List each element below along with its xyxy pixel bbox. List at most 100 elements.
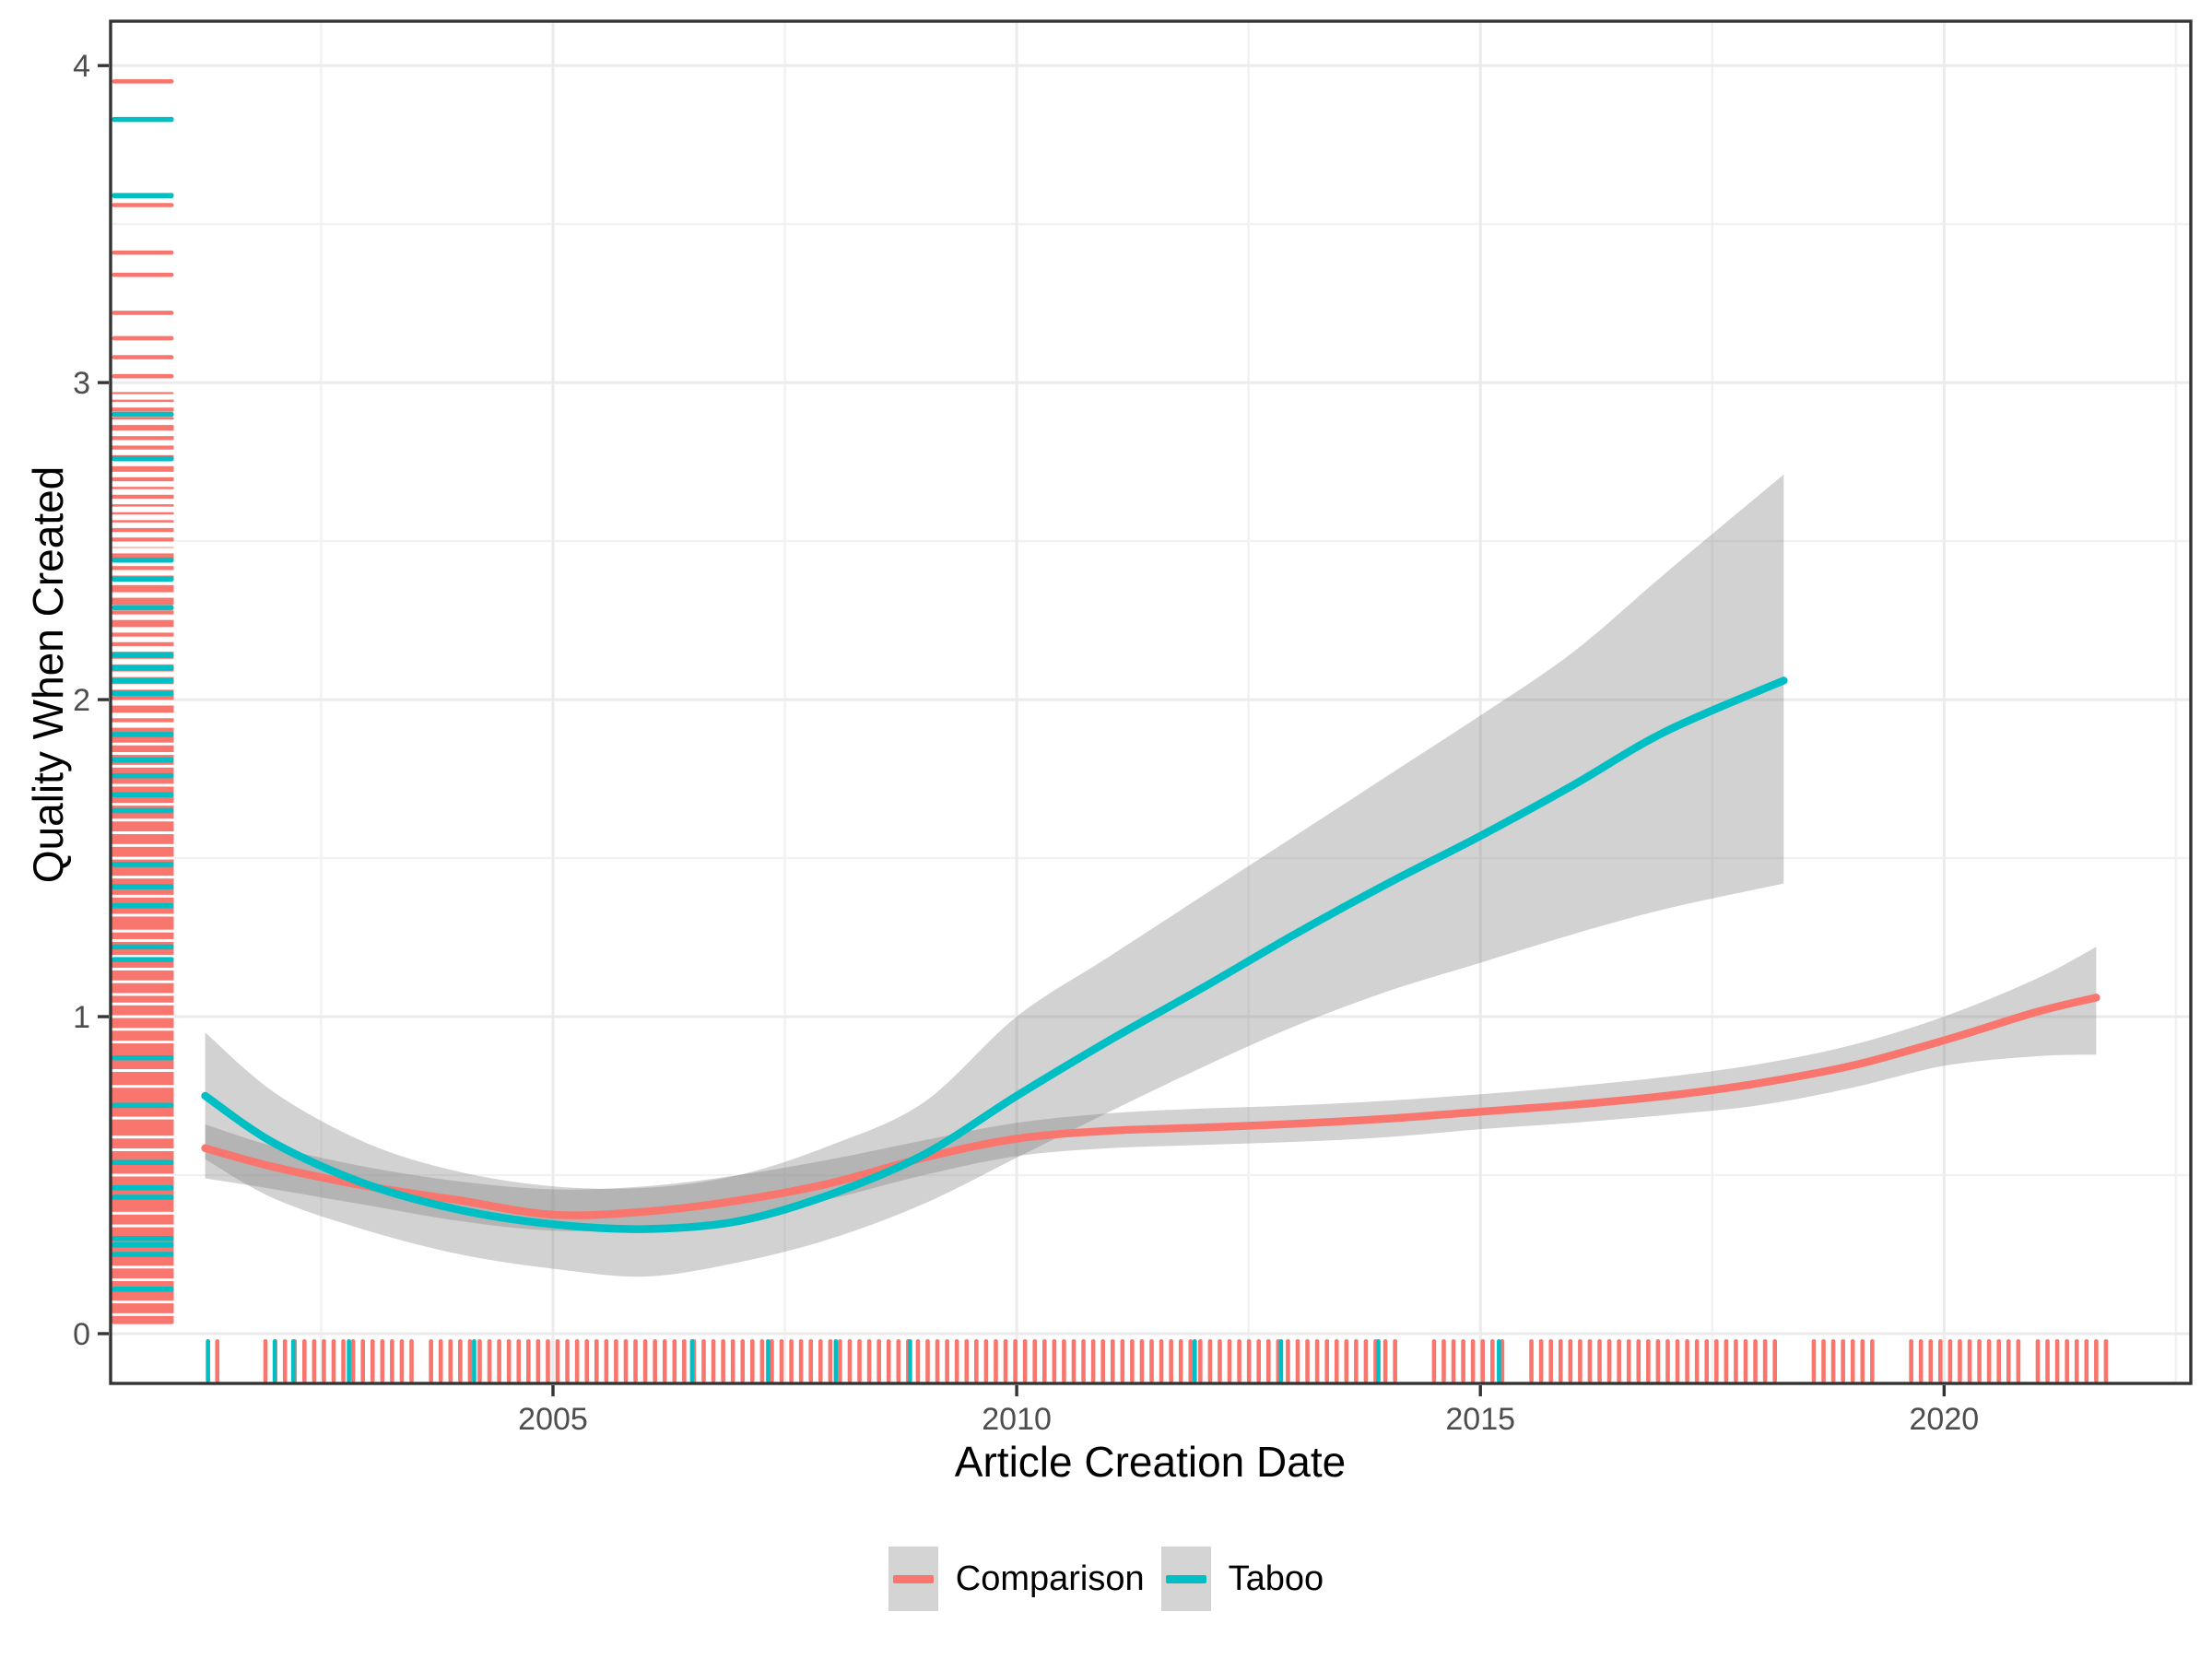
rug-bottom-comparison-tick	[574, 1339, 580, 1382]
rug-bottom-comparison-tick	[1850, 1339, 1855, 1382]
rug-bottom-comparison-tick	[1606, 1339, 1612, 1382]
rug-bottom-comparison-tick	[1675, 1339, 1680, 1382]
rug-bottom-taboo-tick	[908, 1339, 912, 1382]
comparison-line-swatch-icon	[892, 1574, 934, 1583]
rug-left-taboo-tick	[112, 1054, 174, 1061]
rug-bottom-comparison-tick	[1938, 1339, 1943, 1382]
rug-bottom-comparison-tick	[1324, 1339, 1329, 1382]
rug-bottom-comparison-tick	[1841, 1339, 1845, 1382]
rug-bottom-comparison-tick	[1762, 1339, 1768, 1382]
rug-left	[112, 79, 174, 1324]
rug-bottom-comparison-tick	[477, 1339, 482, 1382]
rug-bottom-comparison-tick	[535, 1339, 541, 1382]
rug-left-taboo-tick	[112, 193, 174, 198]
rug-bottom-comparison-tick	[1734, 1339, 1738, 1382]
rug-bottom-comparison-tick	[886, 1339, 891, 1382]
rug-bottom-comparison-tick	[409, 1339, 414, 1382]
rug-left-comparison-tick	[112, 335, 174, 341]
rug-bottom-comparison-tick	[1246, 1339, 1252, 1382]
rug-bottom-comparison-tick	[1928, 1339, 1934, 1382]
rug-bottom-comparison-tick	[711, 1339, 716, 1382]
rug-bottom-comparison-tick	[770, 1339, 774, 1382]
rug-bottom-comparison-tick	[1090, 1339, 1096, 1382]
rug-bottom-comparison-tick	[1382, 1339, 1388, 1382]
rug-bottom-comparison-tick	[263, 1339, 268, 1382]
rug-bottom-comparison-tick	[2084, 1339, 2089, 1382]
rug-left-taboo-tick	[112, 884, 174, 889]
rug-bottom-comparison-tick	[1237, 1339, 1241, 1382]
rug-left-taboo-tick	[112, 1184, 174, 1191]
rug-bottom-comparison-tick	[1578, 1339, 1583, 1382]
rug-left-taboo-tick	[112, 792, 174, 798]
rug-bottom-comparison-tick	[838, 1339, 842, 1382]
rug-bottom-comparison-tick	[2035, 1339, 2041, 1382]
rug-bottom-comparison-tick	[1130, 1339, 1135, 1382]
rug-bottom-comparison-tick	[399, 1339, 405, 1382]
rug-bottom-comparison-tick	[896, 1339, 901, 1382]
rug-bottom-comparison-tick	[1617, 1339, 1621, 1382]
axis-tick-labels: 2005 2010 2015 2020 0 1 2 3 4	[73, 49, 1979, 1437]
gridlines-major	[111, 21, 2191, 1383]
x-tick-label-2015: 2015	[1445, 1402, 1515, 1437]
rug-bottom-comparison-tick	[429, 1339, 433, 1382]
rug-bottom-comparison-tick	[360, 1339, 365, 1382]
rug-bottom-comparison-tick	[1870, 1339, 1875, 1382]
rug-bottom-comparison-tick	[994, 1339, 998, 1382]
rug-left-taboo-tick	[112, 665, 174, 671]
rug-bottom-comparison-tick	[1393, 1339, 1397, 1382]
x-tick-label-2010: 2010	[982, 1402, 1052, 1437]
legend: Comparison Taboo	[0, 1547, 2212, 1611]
rug-bottom-comparison-tick	[847, 1339, 853, 1382]
rug-bottom-comparison-tick	[487, 1339, 492, 1382]
rug-bottom-comparison-tick	[215, 1339, 220, 1382]
rug-bottom-comparison-tick	[1830, 1339, 1836, 1382]
rug-bottom-comparison-tick	[1363, 1339, 1369, 1382]
rug-left-taboo-tick	[112, 557, 174, 563]
rug-bottom-comparison-tick	[1052, 1339, 1057, 1382]
rug-bottom-comparison-tick	[789, 1339, 794, 1382]
rug-left-taboo-tick	[112, 116, 174, 123]
rug-left-comparison-tick	[112, 79, 174, 84]
rug-bottom-taboo-tick	[1376, 1339, 1381, 1382]
rug-bottom-comparison-tick	[877, 1339, 881, 1382]
rug-bottom-comparison-tick	[915, 1339, 921, 1382]
rug-bottom-comparison-tick	[750, 1339, 755, 1382]
rug-bottom-comparison-tick	[653, 1339, 657, 1382]
rug-bottom-comparison-tick	[1538, 1339, 1544, 1382]
rug-left-taboo-tick	[112, 605, 174, 611]
rug-bottom-comparison-tick	[1081, 1339, 1086, 1382]
rug-bottom-comparison-tick	[312, 1339, 317, 1382]
rug-bottom-comparison-tick	[1958, 1339, 1962, 1382]
rug-bottom-comparison-tick	[1772, 1339, 1778, 1382]
rug-bottom-comparison-tick	[1354, 1339, 1359, 1382]
rug-bottom-comparison-tick	[1451, 1339, 1456, 1382]
rug-left-taboo-tick	[112, 455, 174, 462]
rug-bottom-comparison-tick	[1480, 1339, 1486, 1382]
rug-bottom-comparison-tick	[516, 1339, 522, 1382]
rug-bottom-comparison-tick	[1636, 1339, 1641, 1382]
rug-bottom-comparison-tick	[331, 1339, 336, 1382]
rug-bottom-comparison-tick	[604, 1339, 609, 1382]
x-tick-label-2020: 2020	[1910, 1402, 1980, 1437]
rug-bottom-taboo-tick	[290, 1339, 296, 1382]
rug-bottom	[206, 1339, 2109, 1382]
rug-bottom-comparison-tick	[925, 1339, 930, 1382]
rug-bottom-comparison-tick	[818, 1339, 823, 1382]
rug-left-comparison-tick	[112, 250, 174, 255]
rug-bottom-comparison-tick	[2045, 1339, 2050, 1382]
panel-border	[109, 19, 2193, 1385]
rug-bottom-comparison-tick	[390, 1339, 394, 1382]
rug-left-taboo-tick	[112, 677, 174, 684]
rug-bottom-comparison-tick	[1646, 1339, 1651, 1382]
rug-bottom-comparison-tick	[1041, 1339, 1047, 1382]
rug-bottom-comparison-tick	[964, 1339, 970, 1382]
rug-left-taboo-tick	[112, 902, 174, 909]
rug-bottom-comparison-tick	[779, 1339, 784, 1382]
rug-left-taboo-tick	[112, 944, 174, 950]
rug-bottom-comparison-tick	[2065, 1339, 2069, 1382]
rug-bottom-comparison-tick	[1977, 1339, 1982, 1382]
rug-bottom-taboo-tick	[347, 1339, 351, 1382]
ribbon-taboo	[205, 474, 1784, 1277]
rug-bottom-comparison-tick	[1441, 1339, 1446, 1382]
rug-bottom-comparison-tick	[506, 1339, 512, 1382]
